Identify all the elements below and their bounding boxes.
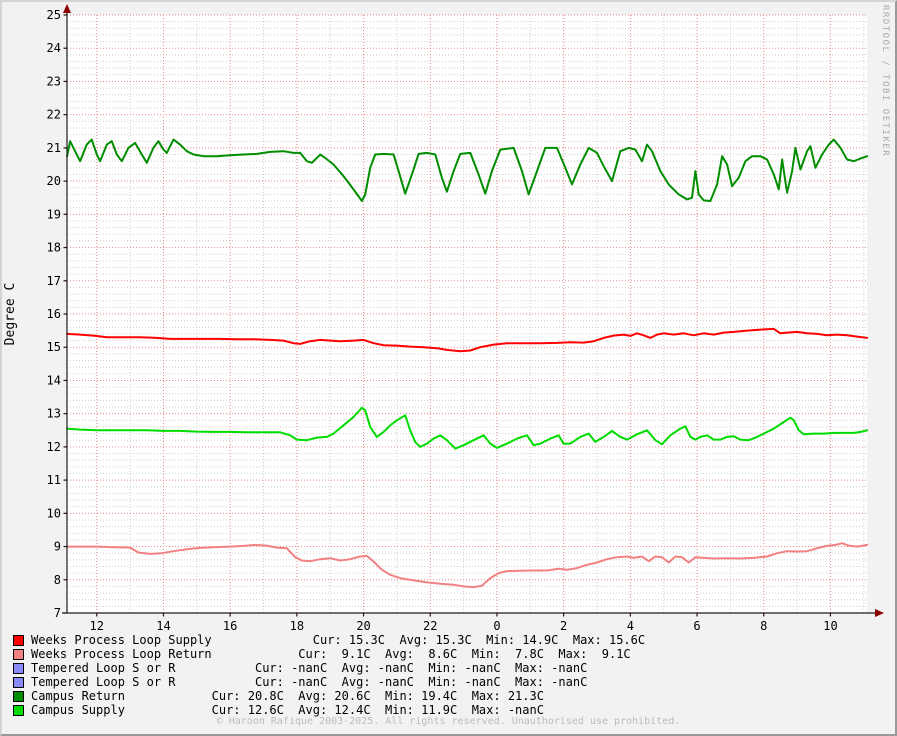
x-tick-label: 18	[290, 619, 304, 632]
y-tick-label: 16	[47, 307, 61, 321]
y-tick-label: 18	[47, 241, 61, 255]
legend-text: Weeks Process Loop Supply Cur: 15.3C Avg…	[31, 633, 646, 647]
y-tick-label: 23	[47, 74, 61, 88]
legend-row: Tempered Loop S or R Cur: -nanC Avg: -na…	[13, 675, 645, 689]
x-tick-label: 10	[823, 619, 837, 632]
y-tick-label: 25	[47, 8, 61, 22]
x-tick-label: 14	[156, 619, 170, 632]
x-tick-label: 20	[356, 619, 370, 632]
series-campus-supply	[66, 406, 869, 450]
y-tick-label: 7	[54, 606, 61, 620]
x-axis-arrow-icon	[875, 609, 884, 617]
y-tick-label: 24	[47, 41, 61, 55]
y-tick-label: 22	[47, 108, 61, 122]
y-tick-label: 20	[47, 174, 61, 188]
x-tick-label: 12	[90, 619, 104, 632]
x-tick-label: 0	[493, 619, 500, 632]
y-tick-label: 8	[54, 573, 61, 587]
legend-swatch	[13, 690, 24, 702]
minor-grid	[67, 15, 867, 613]
y-tick-label: 21	[47, 141, 61, 155]
y-tick-label: 9	[54, 540, 61, 554]
legend-row: Weeks Process Loop Return Cur: 9.1C Avg:…	[13, 647, 645, 661]
legend-swatch	[13, 704, 24, 716]
legend-text: Tempered Loop S or R Cur: -nanC Avg: -na…	[31, 675, 588, 689]
legend-swatch	[13, 676, 24, 688]
x-tick-label: 16	[223, 619, 237, 632]
legend-swatch	[13, 662, 24, 674]
watermark: RRDTOOL / TOBI OETIKER	[880, 5, 890, 158]
legend: Weeks Process Loop Supply Cur: 15.3C Avg…	[13, 633, 645, 717]
legend-text: Campus Return Cur: 20.8C Avg: 20.6C Min:…	[31, 689, 544, 703]
y-tick-label: 13	[47, 407, 61, 421]
x-tick-label: 22	[423, 619, 437, 632]
x-tick-label: 6	[693, 619, 700, 632]
y-tick-label: 17	[47, 274, 61, 288]
series-weeks-process-loop-supply	[66, 327, 869, 353]
y-tick-label: 11	[47, 473, 61, 487]
x-tick-label: 2	[560, 619, 567, 632]
legend-text: Weeks Process Loop Return Cur: 9.1C Avg:…	[31, 647, 631, 661]
y-axis-arrow-icon	[63, 4, 71, 13]
legend-row: Campus Supply Cur: 12.6C Avg: 12.4C Min:…	[13, 703, 645, 717]
x-tick-label: 4	[627, 619, 634, 632]
y-tick-label: 12	[47, 440, 61, 454]
copyright-footer: © Haroon Rafique 2003-2025. All rights r…	[216, 716, 681, 727]
legend-row: Weeks Process Loop Supply Cur: 15.3C Avg…	[13, 633, 645, 647]
y-axis-title: Degree C	[3, 282, 18, 346]
y-tick-label: 19	[47, 207, 61, 221]
legend-row: Tempered Loop S or R Cur: -nanC Avg: -na…	[13, 661, 645, 675]
series-weeks-process-loop-return	[66, 542, 869, 589]
legend-text: Campus Supply Cur: 12.6C Avg: 12.4C Min:…	[31, 703, 544, 717]
x-tick-label: 8	[760, 619, 767, 632]
legend-swatch	[13, 648, 24, 660]
series-campus-return	[66, 138, 869, 202]
legend-swatch	[13, 634, 24, 646]
legend-row: Campus Return Cur: 20.8C Avg: 20.6C Min:…	[13, 689, 645, 703]
legend-text: Tempered Loop S or R Cur: -nanC Avg: -na…	[31, 661, 588, 675]
axes	[62, 10, 877, 617]
y-tick-label: 10	[47, 506, 61, 520]
y-tick-label: 14	[47, 373, 61, 387]
y-tick-label: 15	[47, 340, 61, 354]
